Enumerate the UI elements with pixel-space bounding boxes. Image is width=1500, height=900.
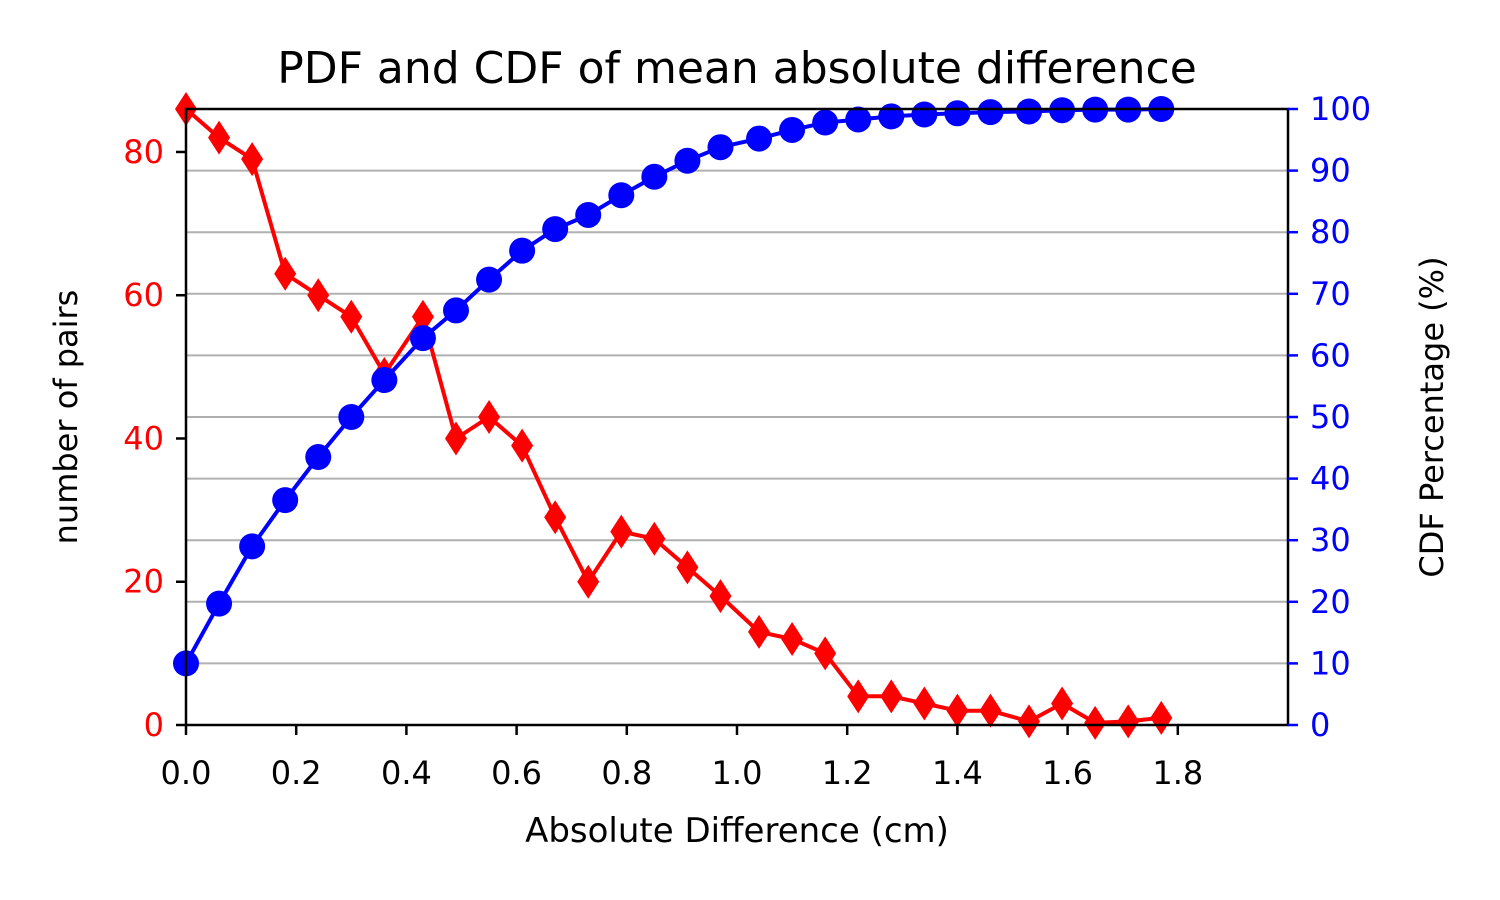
pdf-point: [847, 679, 870, 714]
right-y-tick-label: 10: [1310, 644, 1351, 682]
pdf-point: [1117, 704, 1140, 739]
x-tick-label: 0.4: [381, 754, 432, 792]
x-tick-label: 0.2: [271, 754, 322, 792]
cdf-point: [206, 590, 233, 617]
right-y-tick-label: 20: [1310, 583, 1351, 621]
x-tick-label: 0.8: [601, 754, 652, 792]
cdf-series: [173, 96, 1175, 677]
pdf-point: [208, 120, 231, 155]
cdf-point: [509, 237, 536, 264]
pdf-point: [946, 693, 969, 728]
cdf-point: [1016, 98, 1043, 125]
pdf-point: [814, 636, 837, 671]
pdf-point: [781, 622, 804, 657]
cdf-point: [338, 404, 365, 430]
pdf-point: [709, 579, 732, 614]
right-y-axis: 0 10 20 30 40 50 60 70 80 90 100: [1288, 90, 1371, 744]
cdf-line: [184, 107, 1162, 665]
pdf-point: [748, 614, 771, 649]
cdf-point: [746, 125, 773, 152]
right-y-tick-label: 40: [1310, 460, 1351, 498]
x-axis-label: Absolute Difference (cm): [525, 811, 949, 851]
pdf-point: [643, 521, 666, 556]
pdf-point: [676, 550, 699, 585]
chart-title: PDF and CDF of mean absolute difference: [277, 43, 1197, 94]
pdf-point: [544, 500, 567, 535]
left-y-axis-label: number of pairs: [47, 290, 85, 545]
cdf-point: [305, 444, 332, 471]
pdf-point: [577, 564, 600, 599]
cdf-point: [911, 101, 938, 128]
pdf-point: [444, 421, 467, 456]
cdf-point: [944, 100, 971, 127]
right-y-tick-label: 50: [1310, 398, 1351, 436]
right-y-tick-label: 60: [1310, 336, 1351, 374]
x-tick-label: 0.6: [491, 754, 542, 792]
cdf-point: [409, 325, 436, 352]
x-tick-label: 1.4: [932, 754, 983, 792]
right-y-tick-label: 100: [1310, 90, 1371, 128]
cdf-point: [371, 367, 398, 394]
pdf-point: [478, 400, 501, 434]
left-y-tick-label: 80: [123, 133, 164, 171]
left-y-tick-label: 40: [123, 419, 164, 457]
x-axis: 0.0 0.2 0.4 0.6 0.8 1.0 1.2 1.4 1.6 1.8: [161, 725, 1203, 792]
pdf-point: [1018, 704, 1041, 739]
x-tick-label: 1.6: [1042, 754, 1093, 792]
pdf-point: [610, 514, 633, 549]
grid: [186, 169, 1288, 665]
pdf-line: [184, 107, 1162, 725]
pdf-point: [1051, 686, 1074, 721]
pdf-point: [411, 299, 434, 334]
pdf-point: [979, 693, 1002, 728]
cdf-point: [442, 297, 469, 324]
cdf-point: [272, 487, 299, 514]
left-y-axis: 0 20 40 60 80: [123, 133, 186, 744]
right-y-tick-label: 30: [1310, 521, 1351, 559]
cdf-point: [779, 116, 806, 143]
pdf-point: [307, 278, 330, 313]
pdf-point: [241, 142, 264, 177]
x-tick-label: 1.2: [822, 754, 873, 792]
pdf-point: [880, 679, 903, 714]
right-y-axis-label: CDF Percentage (%): [1413, 256, 1451, 577]
pdf-point: [1084, 705, 1107, 740]
cdf-point: [641, 163, 668, 190]
pdf-series: [175, 92, 1173, 740]
right-y-tick-label: 80: [1310, 213, 1351, 251]
cdf-point: [239, 533, 266, 560]
x-tick-label: 1.8: [1152, 754, 1203, 792]
cdf-point: [542, 216, 569, 243]
cdf-point: [977, 99, 1004, 126]
cdf-point: [812, 109, 839, 136]
cdf-point: [707, 134, 734, 161]
pdf-point: [274, 256, 297, 291]
cdf-point: [575, 201, 602, 228]
cdf-point: [608, 182, 635, 209]
pdf-point: [1150, 700, 1173, 735]
right-y-tick-label: 90: [1310, 152, 1351, 190]
cdf-point: [674, 147, 701, 174]
left-y-tick-label: 0: [144, 706, 164, 744]
cdf-point: [845, 106, 872, 133]
right-y-tick-label: 70: [1310, 275, 1351, 313]
pdf-point: [511, 428, 534, 463]
x-tick-label: 0.0: [161, 754, 212, 792]
cdf-point: [878, 103, 905, 130]
left-y-tick-label: 60: [123, 276, 164, 314]
pdf-point: [913, 686, 936, 721]
pdf-point: [340, 299, 363, 334]
left-y-tick-label: 20: [123, 563, 164, 601]
right-y-tick-label: 0: [1310, 706, 1330, 744]
cdf-point: [476, 266, 503, 293]
x-tick-label: 1.0: [712, 754, 763, 792]
